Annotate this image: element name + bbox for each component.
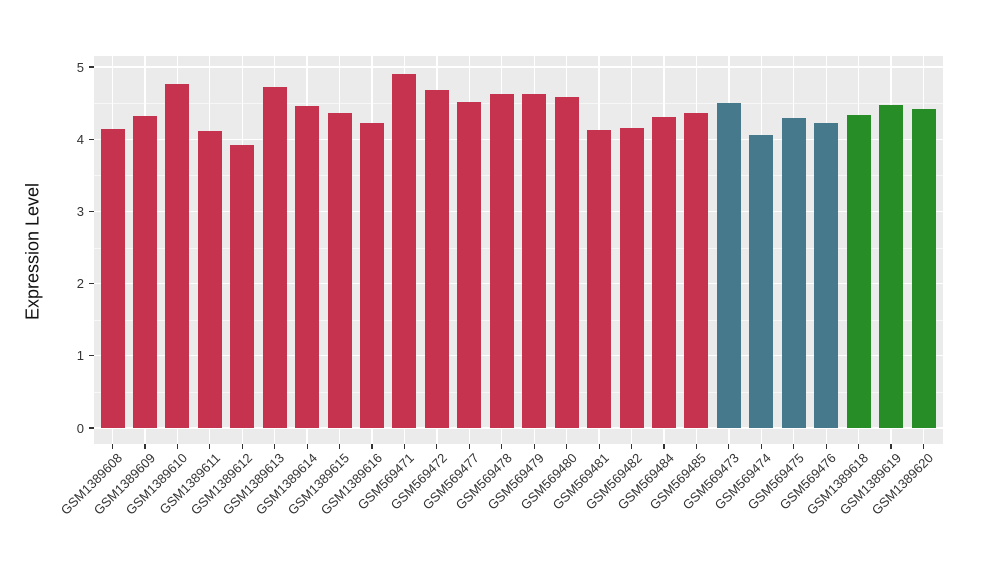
x-tick-mark-GSM569473 <box>728 444 730 449</box>
bar-GSM569475 <box>781 118 806 428</box>
bar-GSM569471 <box>392 74 417 428</box>
y-tick-mark-2 <box>89 283 94 285</box>
y-tick-label-0: 0 <box>76 420 84 436</box>
bar-GSM1389614 <box>295 106 320 428</box>
gridline-major-y-2 <box>94 282 943 285</box>
x-tick-mark-GSM1389608 <box>111 444 114 449</box>
bar-GSM1389611 <box>197 130 222 428</box>
bar-GSM1389613 <box>262 86 287 428</box>
bar-GSM1389616 <box>360 123 385 428</box>
bar-GSM569478 <box>489 93 514 428</box>
bar-GSM569473 <box>716 103 741 428</box>
bar-GSM1389619 <box>879 104 904 428</box>
x-tick-mark-GSM1389611 <box>209 444 211 449</box>
y-tick-label-2: 2 <box>76 276 84 292</box>
bar-GSM1389612 <box>230 144 255 428</box>
gridline-minor-y-1.5 <box>94 319 943 321</box>
y-tick-mark-3 <box>89 210 94 212</box>
x-tick-mark-GSM569472 <box>436 444 438 449</box>
gridline-minor-y-2.5 <box>94 247 943 249</box>
y-tick-mark-5 <box>89 66 94 68</box>
bar-GSM1389618 <box>846 114 871 428</box>
bar-GSM569474 <box>749 134 774 428</box>
y-tick-mark-0 <box>89 427 94 429</box>
bar-GSM569484 <box>651 116 676 428</box>
y-tick-label-3: 3 <box>76 203 84 219</box>
gridline-major-y-5 <box>94 66 943 68</box>
plot-panel <box>94 56 943 444</box>
x-tick-mark-GSM1389613 <box>274 444 276 449</box>
bar-GSM569479 <box>522 93 547 428</box>
gridline-major-y-0 <box>94 427 943 429</box>
gridline-major-y-3 <box>94 210 943 213</box>
bar-GSM569472 <box>424 90 449 428</box>
bar-GSM1389609 <box>132 116 157 428</box>
x-tick-mark-GSM1389614 <box>306 444 308 449</box>
x-tick-mark-GSM1389616 <box>371 444 373 449</box>
x-tick-mark-GSM569474 <box>760 444 762 449</box>
bar-GSM1389620 <box>911 108 936 428</box>
gridline-major-y-4 <box>94 138 943 140</box>
x-tick-mark-GSM569475 <box>793 444 795 449</box>
x-tick-mark-GSM1389612 <box>241 444 243 449</box>
x-tick-mark-GSM1389620 <box>922 444 925 449</box>
x-tick-mark-GSM569481 <box>598 444 600 449</box>
bar-GSM569485 <box>684 113 709 428</box>
bar-GSM569480 <box>554 96 579 428</box>
y-tick-label-1: 1 <box>76 348 84 364</box>
y-tick-label-4: 4 <box>76 131 84 147</box>
bar-GSM569481 <box>587 129 612 428</box>
x-tick-mark-GSM569485 <box>695 444 697 449</box>
bar-GSM1389615 <box>327 113 352 428</box>
bar-GSM1389608 <box>100 129 125 428</box>
bar-GSM569477 <box>457 102 482 428</box>
x-tick-mark-GSM1389618 <box>858 444 860 449</box>
y-tick-label-5: 5 <box>76 59 84 75</box>
x-tick-mark-GSM569477 <box>468 444 470 449</box>
x-tick-mark-GSM569484 <box>663 444 665 449</box>
y-axis-title: Expression Level <box>22 182 43 321</box>
y-tick-mark-4 <box>89 138 94 140</box>
x-tick-mark-GSM569482 <box>630 444 633 449</box>
gridline-major-y-1 <box>94 355 943 357</box>
y-tick-mark-1 <box>89 355 94 357</box>
x-tick-mark-GSM569471 <box>403 444 406 449</box>
x-tick-mark-GSM569478 <box>501 444 503 449</box>
bar-GSM569482 <box>619 128 644 428</box>
bar-GSM569476 <box>814 122 839 428</box>
gridline-minor-y-0.5 <box>94 391 943 393</box>
bar-GSM1389610 <box>165 83 190 428</box>
x-tick-mark-GSM569479 <box>533 444 535 449</box>
x-tick-mark-GSM1389615 <box>338 444 341 449</box>
x-tick-mark-GSM1389619 <box>890 444 892 449</box>
x-tick-mark-GSM1389610 <box>176 444 178 449</box>
x-tick-mark-GSM569480 <box>566 444 568 449</box>
x-tick-mark-GSM1389609 <box>144 444 146 449</box>
gridline-minor-y-3.5 <box>94 175 943 177</box>
gridline-minor-y-4.5 <box>94 103 943 105</box>
x-tick-mark-GSM569476 <box>825 444 827 449</box>
